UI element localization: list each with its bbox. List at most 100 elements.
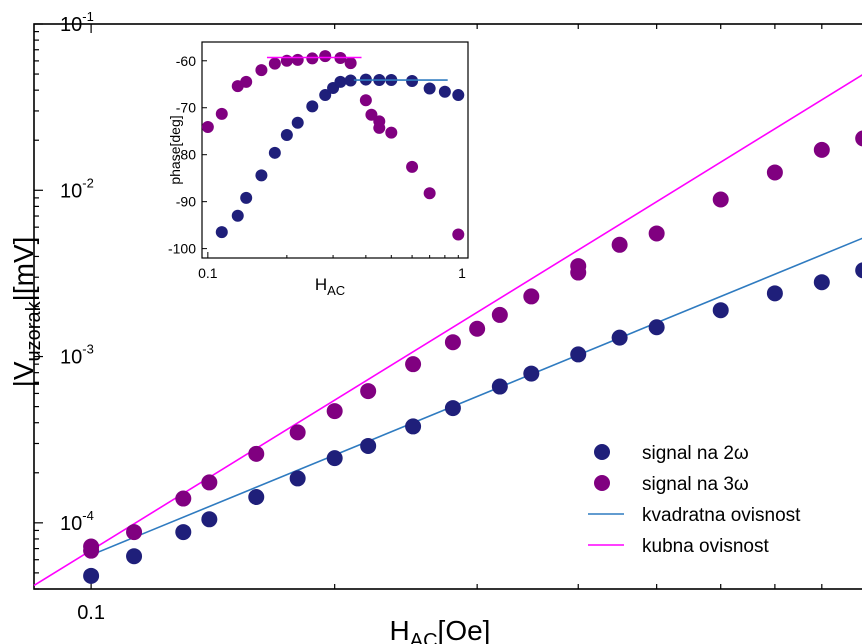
data-point-signal-na-3omega	[766, 164, 783, 181]
inset-data-point-0	[268, 146, 281, 159]
x-axis-label-subscript: AC	[410, 630, 438, 644]
inset-data-point-0	[406, 74, 419, 87]
legend-items: signal na 2ω signal na 3ω kvadratna ovisno…	[588, 443, 801, 557]
inset-data-point-1	[359, 94, 372, 107]
legend-label-kvadratna-ovisnost: kvadratna ovisnost	[642, 505, 801, 526]
inset-y-tick-label: -100	[168, 241, 196, 257]
inset-data-point-0	[423, 82, 436, 95]
x-axis-label-unit: [Oe]	[438, 615, 491, 644]
inset-data-point-0	[438, 85, 451, 98]
y-axis-label: |Vuzorak|[mV]	[8, 237, 45, 388]
legend-label-signal-na-2omega: signal na 2ω	[642, 443, 749, 464]
inset-y-axis-label: phase[deg]	[167, 115, 183, 184]
inset-x-axis-label-main: H	[315, 275, 327, 294]
inset-data-point-1	[365, 108, 378, 121]
inset-data-point-0	[334, 75, 347, 88]
data-point-signal-na-3omega	[248, 445, 265, 462]
inset-x-tick-label: 0.1	[198, 265, 218, 281]
inset-data-point-0	[231, 209, 244, 222]
inset-data-point-0	[452, 89, 465, 102]
inset-data-point-0	[291, 116, 304, 129]
inset-y-tick-label: -60	[176, 53, 196, 69]
inset-data-point-1	[344, 57, 357, 70]
inset-data-point-1	[240, 75, 253, 88]
inset-x-axis-label: HAC	[315, 275, 345, 298]
inset-data-point-0	[215, 226, 228, 239]
inset-data-point-1	[373, 121, 386, 134]
legend-box	[578, 436, 862, 568]
data-point-signal-na-2omega	[360, 437, 377, 454]
main-y-tick-label: 10-4	[60, 508, 94, 535]
inset-data-point-1	[280, 54, 293, 67]
inset-y-tick-label: -90	[176, 194, 196, 210]
inset-series-layer	[201, 50, 465, 241]
data-point-signal-na-2omega	[405, 418, 422, 435]
data-point-signal-na-2omega	[712, 302, 729, 319]
inset-data-point-0	[280, 128, 293, 141]
data-point-signal-na-3omega	[469, 320, 486, 337]
inset-data-point-1	[306, 52, 319, 65]
inset-x-tick-label: 1	[458, 265, 466, 281]
x-axis-label: HAC[Oe]	[390, 615, 491, 644]
main-axis-ticks: 0.1 1 10-1 10-2 10-3 10-4	[34, 9, 823, 624]
data-point-signal-na-2omega	[83, 567, 100, 584]
inset-plot-frame	[201, 41, 469, 259]
data-point-signal-na-3omega	[405, 356, 422, 373]
x-axis-label-main: H	[390, 615, 410, 644]
inset-data-point-1	[291, 53, 304, 66]
legend-label-kubna-ovisnost: kubna ovisnost	[642, 536, 769, 557]
inset-data-point-1	[423, 187, 436, 200]
inset-data-point-1	[268, 57, 281, 70]
main-y-tick-label: 10-2	[60, 175, 94, 202]
data-point-signal-na-2omega	[766, 285, 783, 302]
inset-data-point-1	[215, 107, 228, 120]
inset-x-axis-label-subscript: AC	[327, 283, 345, 298]
data-point-signal-na-2omega	[491, 378, 508, 395]
data-point-signal-na-3omega	[523, 288, 540, 305]
data-point-signal-na-2omega	[611, 329, 628, 346]
data-point-signal-na-2omega	[175, 524, 192, 541]
data-point-signal-na-3omega	[126, 524, 143, 541]
data-point-signal-na-3omega	[712, 191, 729, 208]
data-point-signal-na-3omega	[326, 403, 343, 420]
data-point-signal-na-2omega	[126, 548, 143, 565]
inset-data-point-1	[319, 50, 332, 63]
y-axis-label-subscript: uzorak	[23, 300, 45, 361]
legend-label-signal-na-3omega: signal na 3ω	[642, 474, 749, 495]
legend-marker-signal-na-3omega	[594, 475, 610, 491]
data-point-signal-na-2omega	[326, 450, 343, 467]
data-point-signal-na-3omega	[175, 490, 192, 507]
data-point-signal-na-3omega	[570, 258, 587, 275]
inset-data-point-1	[385, 126, 398, 139]
main-y-tick-label: 10-1	[60, 9, 94, 36]
main-y-tick-label: 10-3	[60, 342, 94, 369]
legend: signal na 2ω signal na 3ω kvadratna ovisno…	[578, 436, 862, 568]
data-point-signal-na-2omega	[248, 489, 265, 506]
inset-axes: 0.1 1 -60 -70 -80 -90 -100 HAC phase[deg]	[167, 41, 469, 298]
data-point-signal-na-3omega	[611, 236, 628, 253]
data-point-signal-na-3omega	[289, 424, 306, 441]
data-point-signal-na-2omega	[201, 511, 218, 528]
inset-data-point-0	[255, 169, 268, 182]
data-point-signal-na-2omega	[444, 400, 461, 417]
inset-data-point-1	[406, 160, 419, 173]
data-point-signal-na-3omega	[201, 474, 218, 491]
y-axis-label-unit: |[mV]	[8, 237, 39, 302]
y-axis-label-main: |V	[8, 361, 39, 387]
main-series-layer	[33, 74, 862, 587]
data-point-signal-na-2omega	[289, 470, 306, 487]
inset-axis-ticks: 0.1 1 -60 -70 -80 -90 -100	[168, 53, 466, 281]
main-x-tick-label: 0.1	[77, 602, 105, 624]
data-point-signal-na-3omega	[83, 542, 100, 559]
data-point-signal-na-3omega	[813, 141, 830, 158]
data-point-signal-na-3omega	[360, 383, 377, 400]
inset-data-point-0	[319, 89, 332, 102]
data-point-signal-na-2omega	[523, 365, 540, 382]
inset-y-tick-label: -70	[176, 100, 196, 116]
data-point-signal-na-2omega	[648, 319, 665, 336]
main-axes: 0.1110-110-210-310-4 HAC[Oe] |Vuzorak|[m…	[8, 9, 862, 644]
inset-data-point-0	[240, 191, 253, 204]
inset-data-point-1	[201, 120, 214, 133]
data-point-signal-na-3omega	[444, 334, 461, 351]
